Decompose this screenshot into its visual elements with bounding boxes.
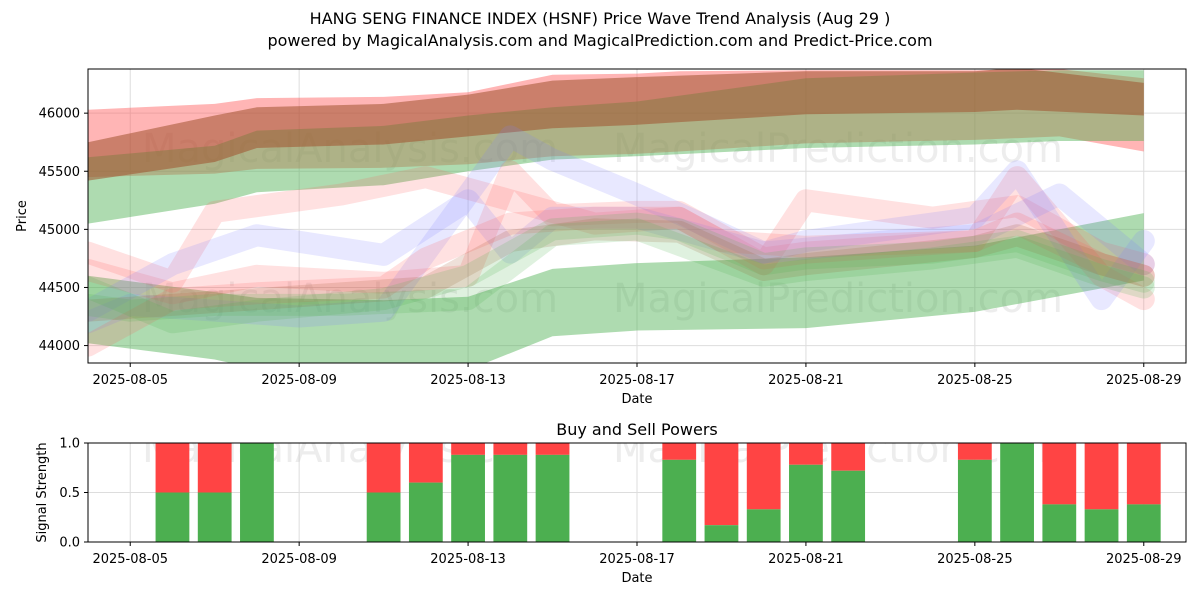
x-tick-label: 2025-08-25 — [937, 552, 1013, 567]
y-tick-label: 45500 — [39, 165, 80, 180]
x-tick-label: 2025-08-13 — [430, 373, 506, 388]
y-axis-label: Signal Strength — [35, 442, 50, 542]
x-tick-label: 2025-08-05 — [92, 373, 168, 388]
x-axis-label: Date — [621, 571, 652, 586]
x-tick-label: 2025-08-29 — [1106, 373, 1182, 388]
sell-power-bar — [451, 443, 485, 455]
x-tick-label: 2025-08-17 — [599, 552, 675, 567]
buy-power-bar — [831, 470, 866, 542]
buy-power-bar — [1126, 504, 1161, 542]
x-tick-label: 2025-08-09 — [261, 373, 337, 388]
sell-power-bar — [493, 443, 528, 455]
y-tick-label: 45000 — [39, 223, 80, 238]
sell-power-bar — [662, 443, 697, 460]
buy-power-bar — [1042, 504, 1077, 542]
buy-power-bar — [240, 443, 274, 542]
buy-power-bar — [662, 459, 697, 542]
y-axis-label: Price — [15, 200, 30, 232]
buy-power-bar — [704, 525, 739, 542]
sell-power-bar — [957, 443, 992, 460]
x-tick-label: 2025-08-21 — [768, 552, 844, 567]
buy-sell-chart-title: Buy and Sell Powers — [556, 420, 718, 439]
buy-power-bar — [366, 492, 401, 542]
buy-power-bar — [197, 492, 232, 542]
x-tick-label: 2025-08-13 — [430, 552, 506, 567]
wave-line-green-7 — [88, 218, 1155, 322]
buy-power-bar — [957, 459, 992, 542]
y-tick-label: 0.5 — [59, 486, 80, 501]
wave-line-red-1 — [88, 166, 1155, 293]
y-tick-label: 0.0 — [59, 536, 80, 551]
watermark-text: MagicalPrediction.com — [613, 126, 1063, 172]
sell-power-bar — [704, 443, 739, 526]
sell-power-bar — [831, 443, 866, 471]
y-tick-label: 46000 — [39, 107, 80, 122]
wave-line-red-0 — [88, 160, 1155, 311]
x-tick-label: 2025-08-17 — [599, 373, 675, 388]
sell-power-bar — [366, 443, 401, 493]
wave-line-blue-3 — [88, 125, 1155, 334]
trend-band-green-3 — [88, 213, 1144, 363]
chart-title: HANG SENG FINANCE INDEX (HSNF) Price Wav… — [309, 9, 891, 28]
y-tick-label: 1.0 — [59, 437, 80, 452]
sell-power-bar — [1042, 443, 1077, 505]
x-axis-label: Date — [621, 392, 652, 407]
wave-line-brown-5 — [88, 218, 1155, 322]
y-tick-label: 44000 — [39, 339, 80, 354]
buy-power-bar — [493, 454, 528, 542]
wave-line-blue-2 — [88, 160, 1155, 322]
sell-power-bar — [1084, 443, 1119, 510]
price-plot-area: MagicalAnalysis.com MagicalPrediction.com… — [88, 69, 1155, 363]
sell-power-bar — [197, 443, 232, 493]
watermark-text: MagicalPrediction.com — [613, 276, 1063, 322]
x-tick-label: 2025-08-09 — [261, 552, 337, 567]
sell-power-bar — [535, 443, 570, 455]
buy-power-bar — [746, 509, 781, 542]
y-tick-label: 44500 — [39, 281, 80, 296]
sell-power-bar — [1126, 443, 1161, 505]
buy-power-bar — [451, 454, 485, 542]
sell-power-bar — [408, 443, 443, 483]
x-tick-label: 2025-08-05 — [92, 552, 168, 567]
buy-power-bar — [789, 464, 823, 542]
chart-subtitle: powered by MagicalAnalysis.com and Magic… — [267, 31, 933, 50]
watermark-text: MagicalAnalysis.com — [142, 276, 558, 322]
wave-line-green-6 — [88, 212, 1155, 334]
x-tick-label: 2025-08-29 — [1106, 552, 1182, 567]
trend-band-brown-2 — [88, 69, 1144, 181]
buy-power-bar — [155, 492, 190, 542]
x-tick-label: 2025-08-21 — [768, 373, 844, 388]
x-tick-label: 2025-08-25 — [937, 373, 1013, 388]
sell-power-bar — [789, 443, 823, 465]
buy-power-bar — [1084, 509, 1119, 542]
wave-line-red-4 — [88, 206, 1155, 357]
sell-power-bar — [746, 443, 781, 510]
buy-power-bar — [408, 482, 443, 542]
buy-power-bar — [1000, 443, 1034, 542]
sell-power-bar — [155, 443, 190, 493]
buy-power-bar — [535, 454, 570, 542]
